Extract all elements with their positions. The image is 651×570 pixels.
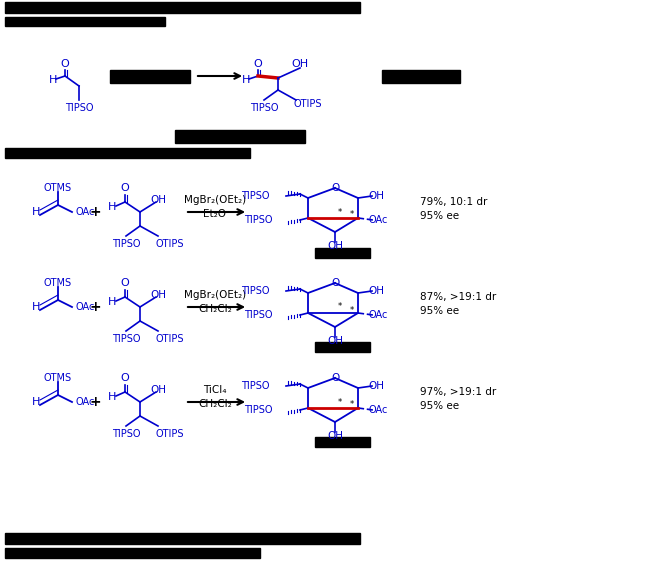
Text: OAc: OAc xyxy=(75,397,94,407)
Text: TIPSO: TIPSO xyxy=(112,239,140,249)
Text: *: * xyxy=(350,401,354,409)
Bar xyxy=(315,342,370,352)
Text: CH₂Cl₂: CH₂Cl₂ xyxy=(198,399,232,409)
Text: OTIPS: OTIPS xyxy=(156,334,184,344)
Text: 95% ee: 95% ee xyxy=(420,306,459,316)
Text: 87%, >19:1 dr: 87%, >19:1 dr xyxy=(420,292,496,302)
Text: H: H xyxy=(242,75,250,85)
Text: OTIPS: OTIPS xyxy=(294,99,322,109)
Text: OAc: OAc xyxy=(75,302,94,312)
Text: OAc: OAc xyxy=(368,215,388,225)
Text: TIPSO: TIPSO xyxy=(112,334,140,344)
Text: TIPSO: TIPSO xyxy=(245,405,273,415)
Bar xyxy=(5,17,165,26)
Text: OH: OH xyxy=(150,385,166,395)
Text: H: H xyxy=(108,297,116,307)
Text: H: H xyxy=(108,202,116,212)
Text: *: * xyxy=(338,303,342,311)
Text: TIPSO: TIPSO xyxy=(245,310,273,320)
Text: TiCl₄: TiCl₄ xyxy=(203,385,227,395)
Bar xyxy=(5,2,360,13)
Text: CH₂Cl₂: CH₂Cl₂ xyxy=(198,304,232,314)
Text: TIPSO: TIPSO xyxy=(242,191,270,201)
Text: TIPSO: TIPSO xyxy=(242,381,270,391)
Text: OAc: OAc xyxy=(75,207,94,217)
Text: Et₂O: Et₂O xyxy=(204,209,227,219)
Text: OH: OH xyxy=(327,241,343,251)
Text: 79%, 10:1 dr: 79%, 10:1 dr xyxy=(420,197,488,207)
Bar xyxy=(110,70,190,83)
Text: *: * xyxy=(350,306,354,315)
Text: OTMS: OTMS xyxy=(44,183,72,193)
Bar xyxy=(315,248,370,258)
Bar xyxy=(5,148,250,158)
Text: OH: OH xyxy=(327,336,343,346)
Text: TIPSO: TIPSO xyxy=(64,103,93,113)
Text: *: * xyxy=(338,207,342,217)
Text: O: O xyxy=(254,59,262,69)
Text: +: + xyxy=(89,300,101,314)
Text: O: O xyxy=(331,373,339,383)
Text: *: * xyxy=(350,210,354,219)
Text: H: H xyxy=(32,207,40,217)
Text: +: + xyxy=(89,395,101,409)
Text: 95% ee: 95% ee xyxy=(420,401,459,411)
Text: TIPSO: TIPSO xyxy=(245,215,273,225)
Text: O: O xyxy=(120,183,130,193)
Text: +: + xyxy=(89,205,101,219)
Text: O: O xyxy=(61,59,70,69)
Bar xyxy=(5,548,260,558)
Text: O: O xyxy=(331,278,339,288)
Text: OH: OH xyxy=(368,191,384,201)
Text: TIPSO: TIPSO xyxy=(250,103,278,113)
Text: O: O xyxy=(120,278,130,288)
Text: H: H xyxy=(49,75,57,85)
Bar xyxy=(382,70,460,83)
Text: H: H xyxy=(32,302,40,312)
Text: H: H xyxy=(32,397,40,407)
Text: OTIPS: OTIPS xyxy=(156,429,184,439)
Text: OTMS: OTMS xyxy=(44,373,72,383)
Text: MgBr₂(OEt₂): MgBr₂(OEt₂) xyxy=(184,195,246,205)
Text: H: H xyxy=(108,392,116,402)
Text: 95% ee: 95% ee xyxy=(420,211,459,221)
Text: OH: OH xyxy=(368,286,384,296)
Text: O: O xyxy=(331,183,339,193)
Text: OH: OH xyxy=(150,195,166,205)
Text: *: * xyxy=(338,397,342,406)
Bar xyxy=(175,130,305,143)
Text: OTIPS: OTIPS xyxy=(156,239,184,249)
Text: OTMS: OTMS xyxy=(44,278,72,288)
Text: O: O xyxy=(120,373,130,383)
Text: OH: OH xyxy=(327,431,343,441)
Text: TIPSO: TIPSO xyxy=(112,429,140,439)
Text: OAc: OAc xyxy=(368,310,388,320)
Bar xyxy=(315,437,370,447)
Text: OH: OH xyxy=(368,381,384,391)
Text: OH: OH xyxy=(150,290,166,300)
Text: TIPSO: TIPSO xyxy=(242,286,270,296)
Text: MgBr₂(OEt₂): MgBr₂(OEt₂) xyxy=(184,290,246,300)
Bar xyxy=(5,533,360,544)
Text: OAc: OAc xyxy=(368,405,388,415)
Text: OH: OH xyxy=(292,59,309,69)
Text: 97%, >19:1 dr: 97%, >19:1 dr xyxy=(420,387,496,397)
